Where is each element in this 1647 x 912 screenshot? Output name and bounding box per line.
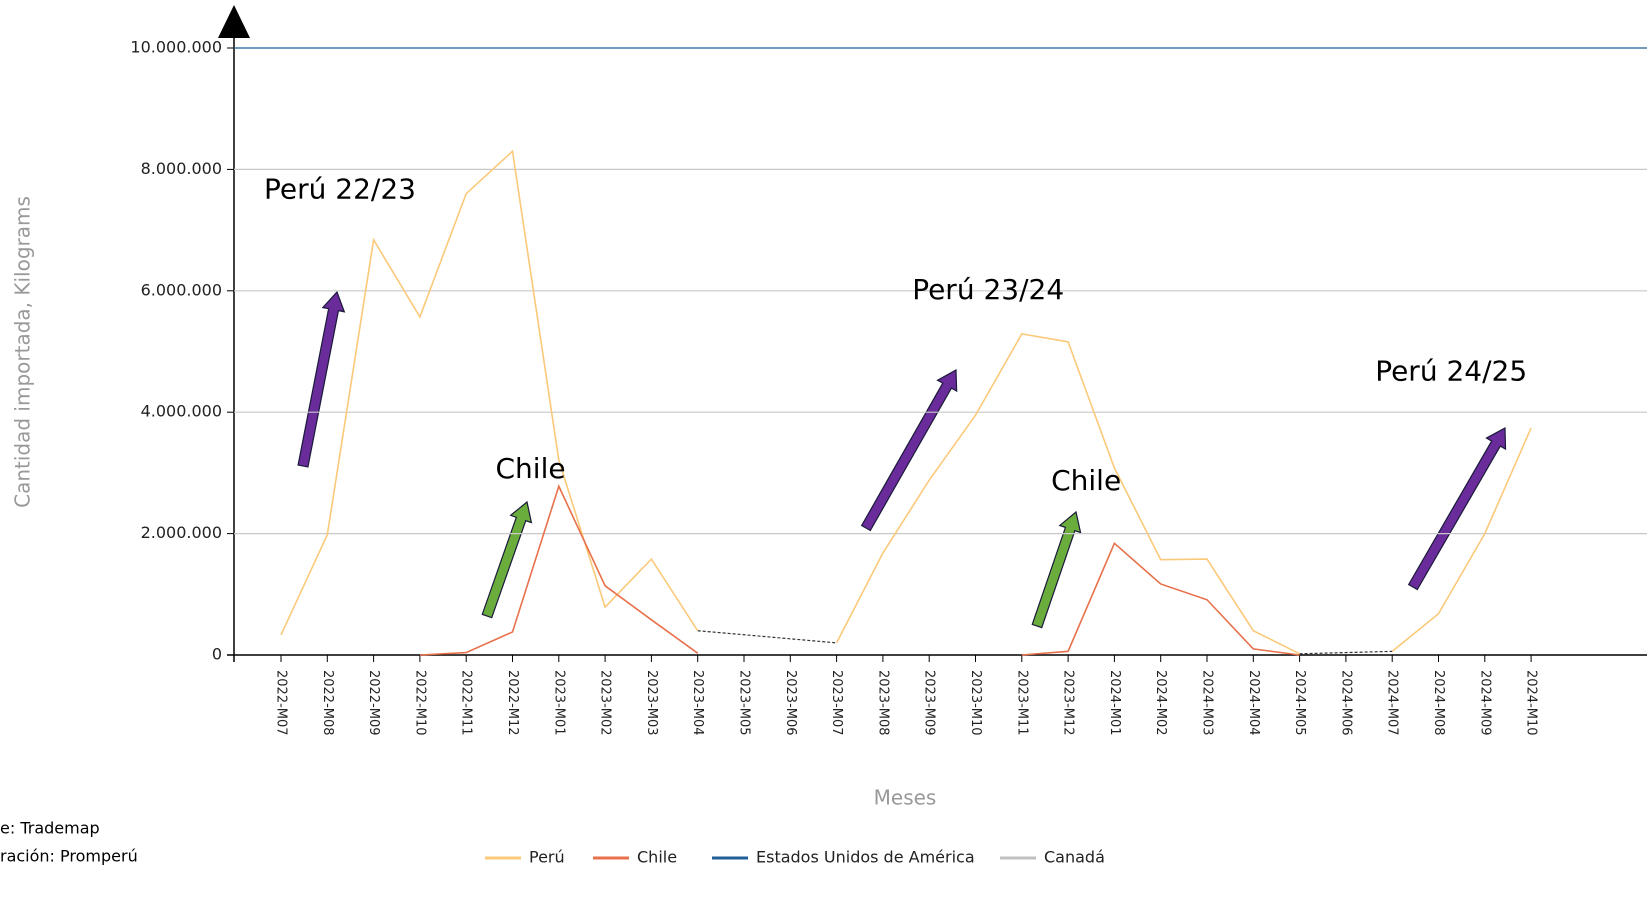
- y-tick-label: 8.000.000: [141, 159, 222, 178]
- axis-arrow: [218, 5, 250, 38]
- x-tick-label: 2022-M08: [320, 670, 335, 736]
- x-tick-label: 2023-M01: [551, 670, 566, 736]
- arrow: [297, 290, 346, 468]
- x-tick-label: 2024-M08: [1431, 670, 1446, 736]
- x-tick-label: 2022-M09: [366, 670, 381, 736]
- annotation: Chile: [1051, 464, 1121, 497]
- series-line: [835, 333, 1300, 655]
- x-tick-label: 2022-M11: [459, 670, 474, 736]
- y-tick-label: 4.000.000: [141, 402, 222, 421]
- x-axis-label: Meses: [874, 786, 937, 810]
- x-tick-label: 2023-M10: [968, 670, 983, 736]
- x-tick-label: 2023-M02: [598, 670, 613, 736]
- y-tick-label: 2.000.000: [141, 523, 222, 542]
- x-tick-label: 2024-M10: [1524, 670, 1539, 736]
- x-tick-label: 2022-M12: [505, 670, 520, 736]
- arrow: [1407, 427, 1507, 591]
- legend-label: Canadá: [1044, 848, 1105, 867]
- x-tick-label: 2023-M03: [644, 670, 659, 736]
- arrow: [860, 369, 958, 532]
- annotation: Perú 23/24: [912, 273, 1064, 306]
- y-tick-label: 6.000.000: [141, 280, 222, 299]
- x-tick-label: 2024-M05: [1292, 670, 1307, 736]
- series-line: [1391, 427, 1532, 652]
- gap-bridge: [697, 630, 837, 644]
- legend-label: Chile: [637, 848, 677, 867]
- x-tick-label: 2024-M06: [1338, 670, 1353, 736]
- annotation: Chile: [496, 452, 566, 485]
- x-tick-label: 2023-M09: [922, 670, 937, 736]
- x-tick-label: 2022-M07: [274, 670, 289, 736]
- annotation: Perú 22/23: [264, 173, 416, 206]
- x-tick-label: 2023-M04: [690, 670, 705, 736]
- x-tick-label: 2024-M07: [1385, 670, 1400, 736]
- y-tick-label: 10.000.000: [130, 38, 222, 57]
- x-tick-label: 2023-M11: [1014, 670, 1029, 736]
- legend-label: Perú: [529, 848, 565, 867]
- x-tick-label: 2024-M01: [1107, 670, 1122, 736]
- footnote: e: Trademap: [0, 819, 100, 838]
- x-tick-label: 2022-M10: [412, 670, 427, 736]
- legend-label: Estados Unidos de América: [756, 848, 975, 867]
- x-tick-label: 2023-M12: [1061, 670, 1076, 736]
- x-tick-label: 2024-M04: [1246, 670, 1261, 736]
- arrow: [481, 500, 533, 619]
- annotation: Perú 24/25: [1375, 355, 1527, 388]
- series-line: [1021, 541, 1300, 656]
- x-tick-label: 2024-M09: [1477, 670, 1492, 736]
- y-axis-label: Cantidad importada, Kilograms: [11, 196, 35, 508]
- x-tick-label: 2024-M02: [1153, 670, 1168, 736]
- x-tick-label: 2023-M05: [737, 670, 752, 736]
- series-line: [419, 484, 699, 656]
- x-tick-label: 2023-M08: [875, 670, 890, 736]
- arrow: [1031, 510, 1082, 629]
- y-tick-label: 0: [212, 645, 222, 664]
- footnote: ración: Promperú: [0, 847, 138, 866]
- x-tick-label: 2023-M06: [783, 670, 798, 736]
- x-tick-label: 2023-M07: [829, 670, 844, 736]
- gap-bridge: [1299, 650, 1393, 655]
- series-line: [280, 149, 699, 636]
- x-tick-label: 2024-M03: [1200, 670, 1215, 736]
